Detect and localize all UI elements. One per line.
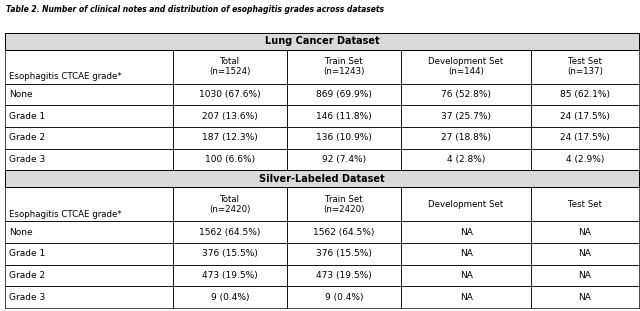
Text: 85 (62.1%): 85 (62.1%)	[560, 90, 610, 99]
Text: NA: NA	[460, 249, 472, 258]
Text: 376 (15.5%): 376 (15.5%)	[316, 249, 372, 258]
Text: 473 (19.5%): 473 (19.5%)	[202, 271, 258, 280]
Text: Table 2. Number of clinical notes and distribution of esophagitis grades across : Table 2. Number of clinical notes and di…	[6, 5, 385, 14]
Text: Development Set
(n=144): Development Set (n=144)	[428, 57, 504, 77]
Text: Grade 3: Grade 3	[9, 155, 45, 164]
Text: NA: NA	[460, 271, 472, 280]
Text: 473 (19.5%): 473 (19.5%)	[316, 271, 372, 280]
Text: Grade 2: Grade 2	[9, 271, 45, 280]
Text: NA: NA	[579, 293, 591, 302]
Text: None: None	[9, 228, 33, 237]
Text: 1030 (67.6%): 1030 (67.6%)	[199, 90, 261, 99]
Text: 76 (52.8%): 76 (52.8%)	[441, 90, 491, 99]
Text: Esophagitis CTCAE grade*: Esophagitis CTCAE grade*	[9, 210, 122, 219]
Text: Grade 1: Grade 1	[9, 112, 45, 121]
Text: 869 (69.9%): 869 (69.9%)	[316, 90, 372, 99]
Text: 37 (25.7%): 37 (25.7%)	[441, 112, 491, 121]
Text: NA: NA	[460, 228, 472, 237]
Text: 24 (17.5%): 24 (17.5%)	[560, 133, 610, 142]
Text: Silver-Labeled Dataset: Silver-Labeled Dataset	[259, 174, 385, 184]
Text: 187 (12.3%): 187 (12.3%)	[202, 133, 258, 142]
Text: 24 (17.5%): 24 (17.5%)	[560, 112, 610, 121]
Text: 9 (0.4%): 9 (0.4%)	[325, 293, 364, 302]
Text: Train Set
(n=1243): Train Set (n=1243)	[323, 57, 365, 77]
Text: 4 (2.8%): 4 (2.8%)	[447, 155, 485, 164]
Text: Total
(n=2420): Total (n=2420)	[209, 195, 251, 214]
Text: 100 (6.6%): 100 (6.6%)	[205, 155, 255, 164]
Text: Total
(n=1524): Total (n=1524)	[209, 57, 251, 77]
Text: 207 (13.6%): 207 (13.6%)	[202, 112, 258, 121]
Text: 146 (11.8%): 146 (11.8%)	[316, 112, 372, 121]
Text: NA: NA	[579, 228, 591, 237]
Text: Lung Cancer Dataset: Lung Cancer Dataset	[264, 36, 380, 46]
Text: NA: NA	[460, 293, 472, 302]
Text: 92 (7.4%): 92 (7.4%)	[322, 155, 366, 164]
Text: Test Set: Test Set	[568, 200, 602, 209]
Text: Train Set
(n=2420): Train Set (n=2420)	[323, 195, 365, 214]
Text: NA: NA	[579, 271, 591, 280]
Text: Esophagitis CTCAE grade*: Esophagitis CTCAE grade*	[9, 72, 122, 81]
Text: Development Set: Development Set	[428, 200, 504, 209]
Text: Grade 3: Grade 3	[9, 293, 45, 302]
Text: 136 (10.9%): 136 (10.9%)	[316, 133, 372, 142]
Text: None: None	[9, 90, 33, 99]
Text: 376 (15.5%): 376 (15.5%)	[202, 249, 258, 258]
Text: Grade 1: Grade 1	[9, 249, 45, 258]
Text: 4 (2.9%): 4 (2.9%)	[566, 155, 604, 164]
Text: Test Set
(n=137): Test Set (n=137)	[567, 57, 603, 77]
Text: NA: NA	[579, 249, 591, 258]
Text: 1562 (64.5%): 1562 (64.5%)	[314, 228, 375, 237]
Text: Grade 2: Grade 2	[9, 133, 45, 142]
Text: 27 (18.8%): 27 (18.8%)	[441, 133, 491, 142]
Text: 9 (0.4%): 9 (0.4%)	[211, 293, 250, 302]
Text: 1562 (64.5%): 1562 (64.5%)	[200, 228, 260, 237]
